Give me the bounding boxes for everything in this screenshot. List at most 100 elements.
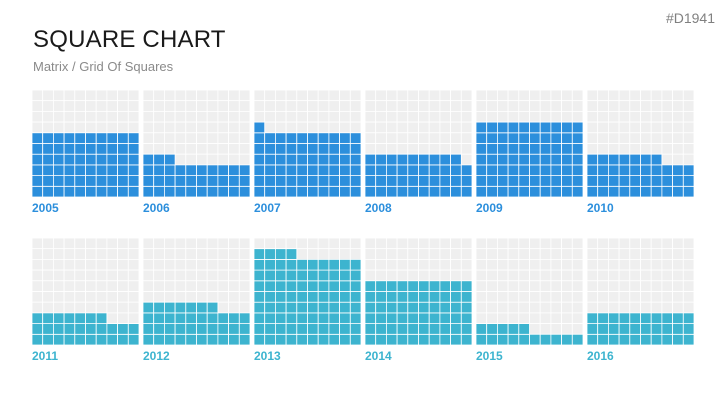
filled-square-2016 <box>640 323 652 335</box>
filled-square-2009 <box>539 164 552 176</box>
filled-square-2012 <box>142 301 155 314</box>
filled-square-2016 <box>672 323 684 335</box>
filled-square-2007 <box>253 132 266 144</box>
filled-square-2009 <box>486 153 498 166</box>
filled-square-2007 <box>274 164 287 176</box>
filled-square-2009 <box>507 132 520 144</box>
filled-square-2008 <box>439 175 451 187</box>
filled-square-2007 <box>296 143 308 155</box>
filled-square-2013 <box>274 248 287 260</box>
filled-square-2009 <box>529 121 541 134</box>
filled-square-2006 <box>217 175 229 187</box>
filled-square-2013 <box>285 269 298 282</box>
filled-square-2014 <box>428 280 441 292</box>
filled-square-2013 <box>349 312 362 324</box>
filled-square-2005 <box>31 143 44 155</box>
filled-square-2005 <box>85 175 97 187</box>
filled-square-2014 <box>407 280 419 292</box>
filled-square-2005 <box>85 164 97 176</box>
filled-square-2011 <box>53 333 65 346</box>
filled-square-2010 <box>618 185 631 198</box>
filled-square-2005 <box>85 153 97 166</box>
filled-square-2008 <box>450 153 462 166</box>
filled-square-2006 <box>206 185 219 198</box>
filled-square-2014 <box>396 280 409 292</box>
filled-square-2014 <box>450 280 462 292</box>
filled-square-2016 <box>650 333 663 346</box>
filled-square-2005 <box>127 143 140 155</box>
filled-square-2012 <box>174 323 187 335</box>
filled-square-2012 <box>217 312 229 324</box>
filled-square-2013 <box>328 301 340 314</box>
filled-square-2009 <box>486 164 498 176</box>
filled-square-2011 <box>85 333 97 346</box>
filled-square-2013 <box>339 269 351 282</box>
filled-square-2005 <box>106 175 119 187</box>
filled-square-2013 <box>307 291 319 303</box>
filled-square-2008 <box>364 185 377 198</box>
filled-square-2009 <box>518 185 530 198</box>
filled-square-2010 <box>629 153 641 166</box>
filled-square-2005 <box>85 143 97 155</box>
filled-square-2014 <box>385 301 398 314</box>
filled-square-2007 <box>317 132 330 144</box>
filled-square-2013 <box>274 312 287 324</box>
filled-square-2007 <box>253 175 266 187</box>
filled-square-2009 <box>571 121 584 134</box>
filled-square-2009 <box>550 121 563 134</box>
filled-square-2011 <box>31 333 44 346</box>
filled-square-2009 <box>529 143 541 155</box>
filled-square-2007 <box>285 132 298 144</box>
filled-square-2009 <box>496 153 509 166</box>
filled-square-2009 <box>518 143 530 155</box>
filled-square-2012 <box>163 323 176 335</box>
filled-square-2011 <box>127 323 140 335</box>
filled-square-2007 <box>307 185 319 198</box>
filled-square-2012 <box>163 312 176 324</box>
filled-square-2009 <box>475 121 488 134</box>
filled-square-2013 <box>274 269 287 282</box>
filled-square-2014 <box>418 291 430 303</box>
filled-square-2005 <box>127 164 140 176</box>
filled-square-2005 <box>127 153 140 166</box>
filled-square-2012 <box>174 301 187 314</box>
filled-square-2009 <box>496 185 509 198</box>
filled-square-2011 <box>127 333 140 346</box>
filled-square-2010 <box>597 185 609 198</box>
filled-square-2010 <box>650 153 663 166</box>
filled-square-2016 <box>661 323 674 335</box>
filled-square-2006 <box>228 175 240 187</box>
filled-square-2011 <box>117 333 129 346</box>
filled-square-2009 <box>518 121 530 134</box>
filled-square-2005 <box>106 185 119 198</box>
filled-square-2016 <box>672 333 684 346</box>
filled-square-2010 <box>608 175 620 187</box>
filled-square-2008 <box>450 175 462 187</box>
filled-square-2011 <box>42 323 54 335</box>
filled-square-2010 <box>682 175 695 187</box>
filled-square-2013 <box>296 323 308 335</box>
filled-square-2015 <box>486 333 498 346</box>
filled-square-2009 <box>561 175 573 187</box>
filled-square-2009 <box>539 175 552 187</box>
filled-square-2012 <box>153 323 165 335</box>
filled-square-2015 <box>486 323 498 335</box>
filled-square-2014 <box>418 280 430 292</box>
filled-square-2013 <box>349 258 362 271</box>
filled-square-2009 <box>529 175 541 187</box>
filled-square-2014 <box>375 301 387 314</box>
filled-square-2005 <box>42 143 54 155</box>
filled-square-2009 <box>561 164 573 176</box>
filled-square-2007 <box>349 143 362 155</box>
filled-square-2013 <box>285 312 298 324</box>
filled-square-2016 <box>618 333 631 346</box>
filled-square-2014 <box>364 323 377 335</box>
year-label-2010: 2010 <box>587 201 614 215</box>
filled-square-2005 <box>74 132 86 144</box>
filled-square-2005 <box>31 185 44 198</box>
filled-square-2014 <box>460 333 473 346</box>
filled-square-2016 <box>608 312 620 324</box>
filled-square-2008 <box>407 185 419 198</box>
year-label-2012: 2012 <box>143 349 170 363</box>
filled-square-2015 <box>561 333 573 346</box>
